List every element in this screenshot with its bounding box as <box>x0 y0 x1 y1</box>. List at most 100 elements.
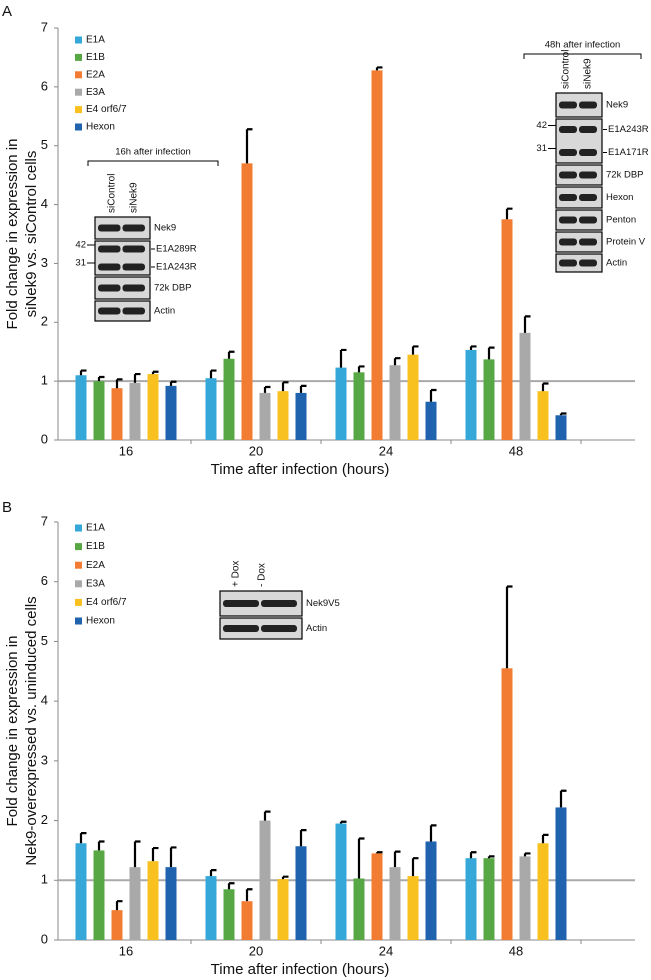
error-bar <box>429 388 437 402</box>
band <box>559 259 577 267</box>
y-tick-label: 2 <box>41 314 48 329</box>
size-marker: 31 <box>536 143 547 154</box>
bar <box>371 853 383 940</box>
legend-swatch <box>75 598 82 606</box>
x-tick-label: 24 <box>379 443 393 458</box>
error-bar <box>299 384 307 393</box>
bar <box>501 668 513 940</box>
error-bar <box>169 846 177 868</box>
blot-label: 72k DBP <box>154 283 192 294</box>
blot-label: Nek9 <box>606 100 628 111</box>
size-marker: 42 <box>536 120 547 131</box>
error-bar <box>541 833 549 844</box>
inset-title: 16h after infection <box>115 147 191 158</box>
legend-swatch <box>75 53 82 61</box>
bar <box>353 372 365 440</box>
band <box>579 126 597 133</box>
band <box>122 307 145 315</box>
y-tick-label: 1 <box>41 373 48 388</box>
error-bar <box>299 829 307 847</box>
size-marker: 31 <box>75 258 86 269</box>
legend-label: E3A <box>86 578 105 589</box>
y-tick-label: 3 <box>41 752 48 767</box>
legend-swatch <box>75 580 82 588</box>
legend-label: E4 orf6/7 <box>86 104 127 115</box>
bar <box>277 879 289 940</box>
band <box>98 245 121 253</box>
band <box>223 625 259 632</box>
bar <box>555 807 567 940</box>
band <box>98 284 121 292</box>
bar <box>295 846 307 940</box>
legend-label: E1B <box>86 52 105 63</box>
bar <box>335 823 347 940</box>
error-bar <box>115 378 123 389</box>
inset-title: 48h after infection <box>545 40 621 51</box>
band <box>579 216 597 224</box>
error-bar <box>281 875 289 880</box>
legend-swatch <box>75 543 82 551</box>
bar <box>295 392 307 440</box>
error-bar <box>375 66 383 71</box>
bar <box>537 391 549 440</box>
blot-label: Actin <box>306 623 327 634</box>
error-bar <box>487 346 495 360</box>
bar <box>465 349 477 440</box>
y-tick-label: 0 <box>41 431 48 446</box>
error-bar <box>339 820 347 824</box>
band <box>98 263 121 271</box>
error-bar <box>469 345 477 350</box>
legend-label: Hexon <box>86 616 115 627</box>
band <box>579 171 597 179</box>
bar <box>277 391 289 440</box>
y-axis-title: Fold change in expression in <box>4 636 21 827</box>
bar <box>537 843 549 940</box>
error-bar <box>79 832 87 844</box>
error-bar <box>559 789 567 808</box>
y-tick-label: 5 <box>41 633 48 648</box>
band <box>579 259 597 267</box>
band <box>98 307 121 315</box>
x-tick-label: 20 <box>249 943 263 958</box>
bar <box>335 367 347 440</box>
error-bar <box>393 357 401 366</box>
error-bar <box>227 882 235 890</box>
error-bar <box>487 855 495 859</box>
bar <box>519 856 531 940</box>
x-tick-label: 24 <box>379 943 393 958</box>
legend-label: Hexon <box>86 122 115 133</box>
error-bar <box>393 850 401 868</box>
band <box>579 194 597 201</box>
error-bar <box>411 857 419 877</box>
x-tick-label: 48 <box>509 943 523 958</box>
bracket <box>87 160 219 166</box>
y-tick-label: 6 <box>41 573 48 588</box>
bar <box>147 861 159 940</box>
blot-label: E1A289R <box>156 244 197 255</box>
error-bar <box>505 585 513 669</box>
blot-label: Protein V <box>606 237 646 248</box>
error-bar <box>541 382 549 392</box>
error-bar <box>357 365 365 373</box>
legend-swatch <box>75 123 82 131</box>
lane-label: + Dox <box>231 561 242 587</box>
y-tick-label: 4 <box>41 693 48 708</box>
error-bar <box>151 370 159 375</box>
y-tick-label: 0 <box>41 931 48 946</box>
bar <box>389 365 401 440</box>
bar <box>555 415 567 440</box>
error-bar <box>169 380 177 386</box>
error-bar <box>133 840 141 868</box>
lane-label: - Dox <box>257 563 268 587</box>
bar <box>241 163 253 440</box>
bar <box>93 850 105 940</box>
bar <box>223 358 235 440</box>
band <box>122 245 145 253</box>
bar <box>223 889 235 940</box>
x-tick-label: 16 <box>119 443 133 458</box>
panel-label: A <box>2 3 12 20</box>
bar <box>371 70 383 441</box>
bar <box>259 820 271 940</box>
y-tick-label: 1 <box>41 872 48 887</box>
bar <box>501 219 513 440</box>
